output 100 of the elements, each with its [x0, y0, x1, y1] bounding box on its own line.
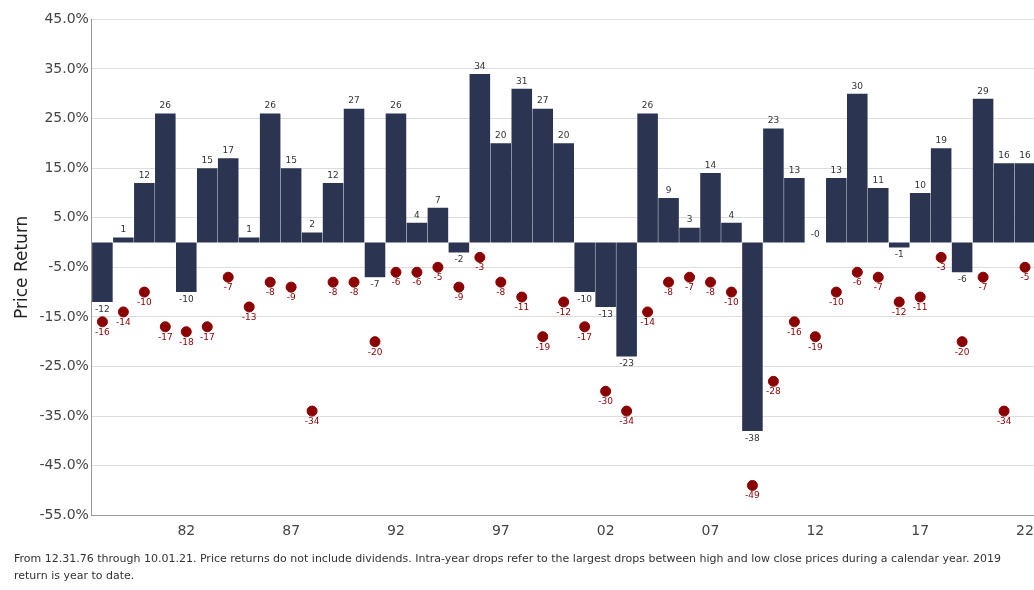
- point: [600, 385, 612, 397]
- data-label: -11: [912, 301, 928, 312]
- point: [725, 286, 737, 298]
- data-label: -20: [954, 346, 970, 357]
- data-label: -14: [116, 316, 131, 327]
- data-label: 2: [309, 219, 315, 230]
- point: [705, 276, 716, 288]
- data-label: 31: [516, 75, 528, 86]
- y-tick-label: -35.0%: [39, 406, 89, 423]
- data-label: -17: [577, 331, 593, 342]
- data-label: 16: [1019, 150, 1032, 161]
- point: [495, 276, 507, 288]
- data-label: -6: [957, 274, 967, 285]
- data-label: 9: [665, 184, 672, 195]
- point: [138, 286, 150, 298]
- data-label: 10: [914, 179, 927, 190]
- data-label: -9: [286, 291, 296, 302]
- data-label: -7: [978, 282, 988, 293]
- bar: [742, 242, 763, 431]
- y-tick-label: -45.0%: [39, 456, 89, 473]
- point: [684, 271, 696, 283]
- x-tick-label: 97: [491, 522, 510, 539]
- point: [243, 301, 255, 313]
- x-tick-label: 07: [701, 522, 720, 539]
- point: [201, 321, 213, 333]
- data-label: -3: [936, 262, 946, 273]
- data-label: 15: [285, 154, 297, 165]
- data-label: 4: [414, 209, 421, 220]
- point: [663, 276, 675, 288]
- point: [788, 316, 800, 328]
- data-label: 4: [728, 209, 735, 220]
- y-tick-label: -55.0%: [39, 505, 89, 522]
- data-label: -12: [891, 306, 907, 317]
- data-label: -49: [745, 490, 761, 501]
- data-label: -5: [1020, 272, 1030, 283]
- data-label: -6: [391, 277, 401, 288]
- x-tick-label: 92: [387, 522, 405, 539]
- point: [977, 271, 989, 283]
- point: [327, 276, 339, 288]
- data-label: -7: [370, 279, 380, 290]
- bar: [951, 242, 973, 273]
- point: [830, 286, 842, 298]
- text: From 12.31.76 through 10.01.21. Price returns do not include dividends. Intra-year drops refer to the largest drops between high and low close prices during a calendar year. 2019 return is year to date.: [13, 551, 1002, 584]
- data-label: -10: [828, 296, 844, 307]
- data-label: 27: [348, 95, 360, 106]
- point: [390, 266, 402, 278]
- data-label: -3: [475, 262, 485, 273]
- point: [516, 291, 528, 303]
- data-label: 12: [327, 169, 339, 180]
- data-label: 23: [767, 115, 780, 126]
- y-tick-label: -5.0%: [48, 257, 89, 274]
- data-label: -8: [265, 287, 275, 298]
- data-label: -7: [873, 282, 883, 293]
- data-label: -14: [640, 316, 656, 327]
- point: [411, 266, 423, 278]
- data-label: -7: [685, 282, 695, 293]
- data-label: -1: [894, 249, 904, 260]
- data-label: -8: [706, 287, 716, 298]
- data-label: -6: [412, 277, 422, 288]
- x-tick-label: 22: [1016, 522, 1034, 539]
- data-label: 30: [851, 80, 864, 91]
- data-label: -23: [619, 358, 634, 369]
- data-label: -8: [664, 287, 674, 298]
- data-label: -13: [598, 308, 614, 319]
- point: [117, 306, 129, 318]
- y-tick-label: 5.0%: [53, 208, 89, 225]
- data-label: 11: [872, 174, 884, 185]
- data-label: 27: [537, 95, 549, 106]
- data-label: 13: [830, 164, 843, 175]
- point: [956, 336, 968, 348]
- point: [558, 296, 570, 308]
- data-label: 16: [998, 150, 1011, 161]
- point: [306, 405, 318, 417]
- point: [222, 271, 234, 283]
- point: [96, 316, 108, 328]
- data-label: -19: [535, 341, 551, 352]
- point: [851, 266, 863, 278]
- data-label: -8: [349, 287, 359, 298]
- data-label: -0: [810, 229, 821, 240]
- data-label: -20: [367, 346, 383, 357]
- point: [935, 251, 947, 263]
- data-label: -8: [328, 287, 338, 298]
- data-label: 26: [159, 100, 172, 111]
- data-label: -10: [724, 296, 740, 307]
- data-label: -30: [598, 396, 614, 407]
- data-label: -34: [619, 415, 635, 426]
- data-label: -19: [807, 341, 823, 352]
- x-tick-label: 02: [596, 522, 615, 539]
- data-label: -16: [95, 326, 111, 337]
- data-label: -7: [223, 282, 233, 293]
- point: [264, 276, 276, 288]
- x-tick-label: 12: [806, 522, 825, 539]
- y-tick-label: 35.0%: [44, 59, 89, 76]
- data-label: -17: [199, 331, 215, 342]
- data-label: 7: [435, 194, 441, 205]
- data-label: 34: [474, 60, 486, 71]
- y-tick-label: 45.0%: [44, 10, 89, 27]
- point: [369, 336, 381, 348]
- data-label: -5: [433, 272, 443, 283]
- point: [180, 326, 192, 338]
